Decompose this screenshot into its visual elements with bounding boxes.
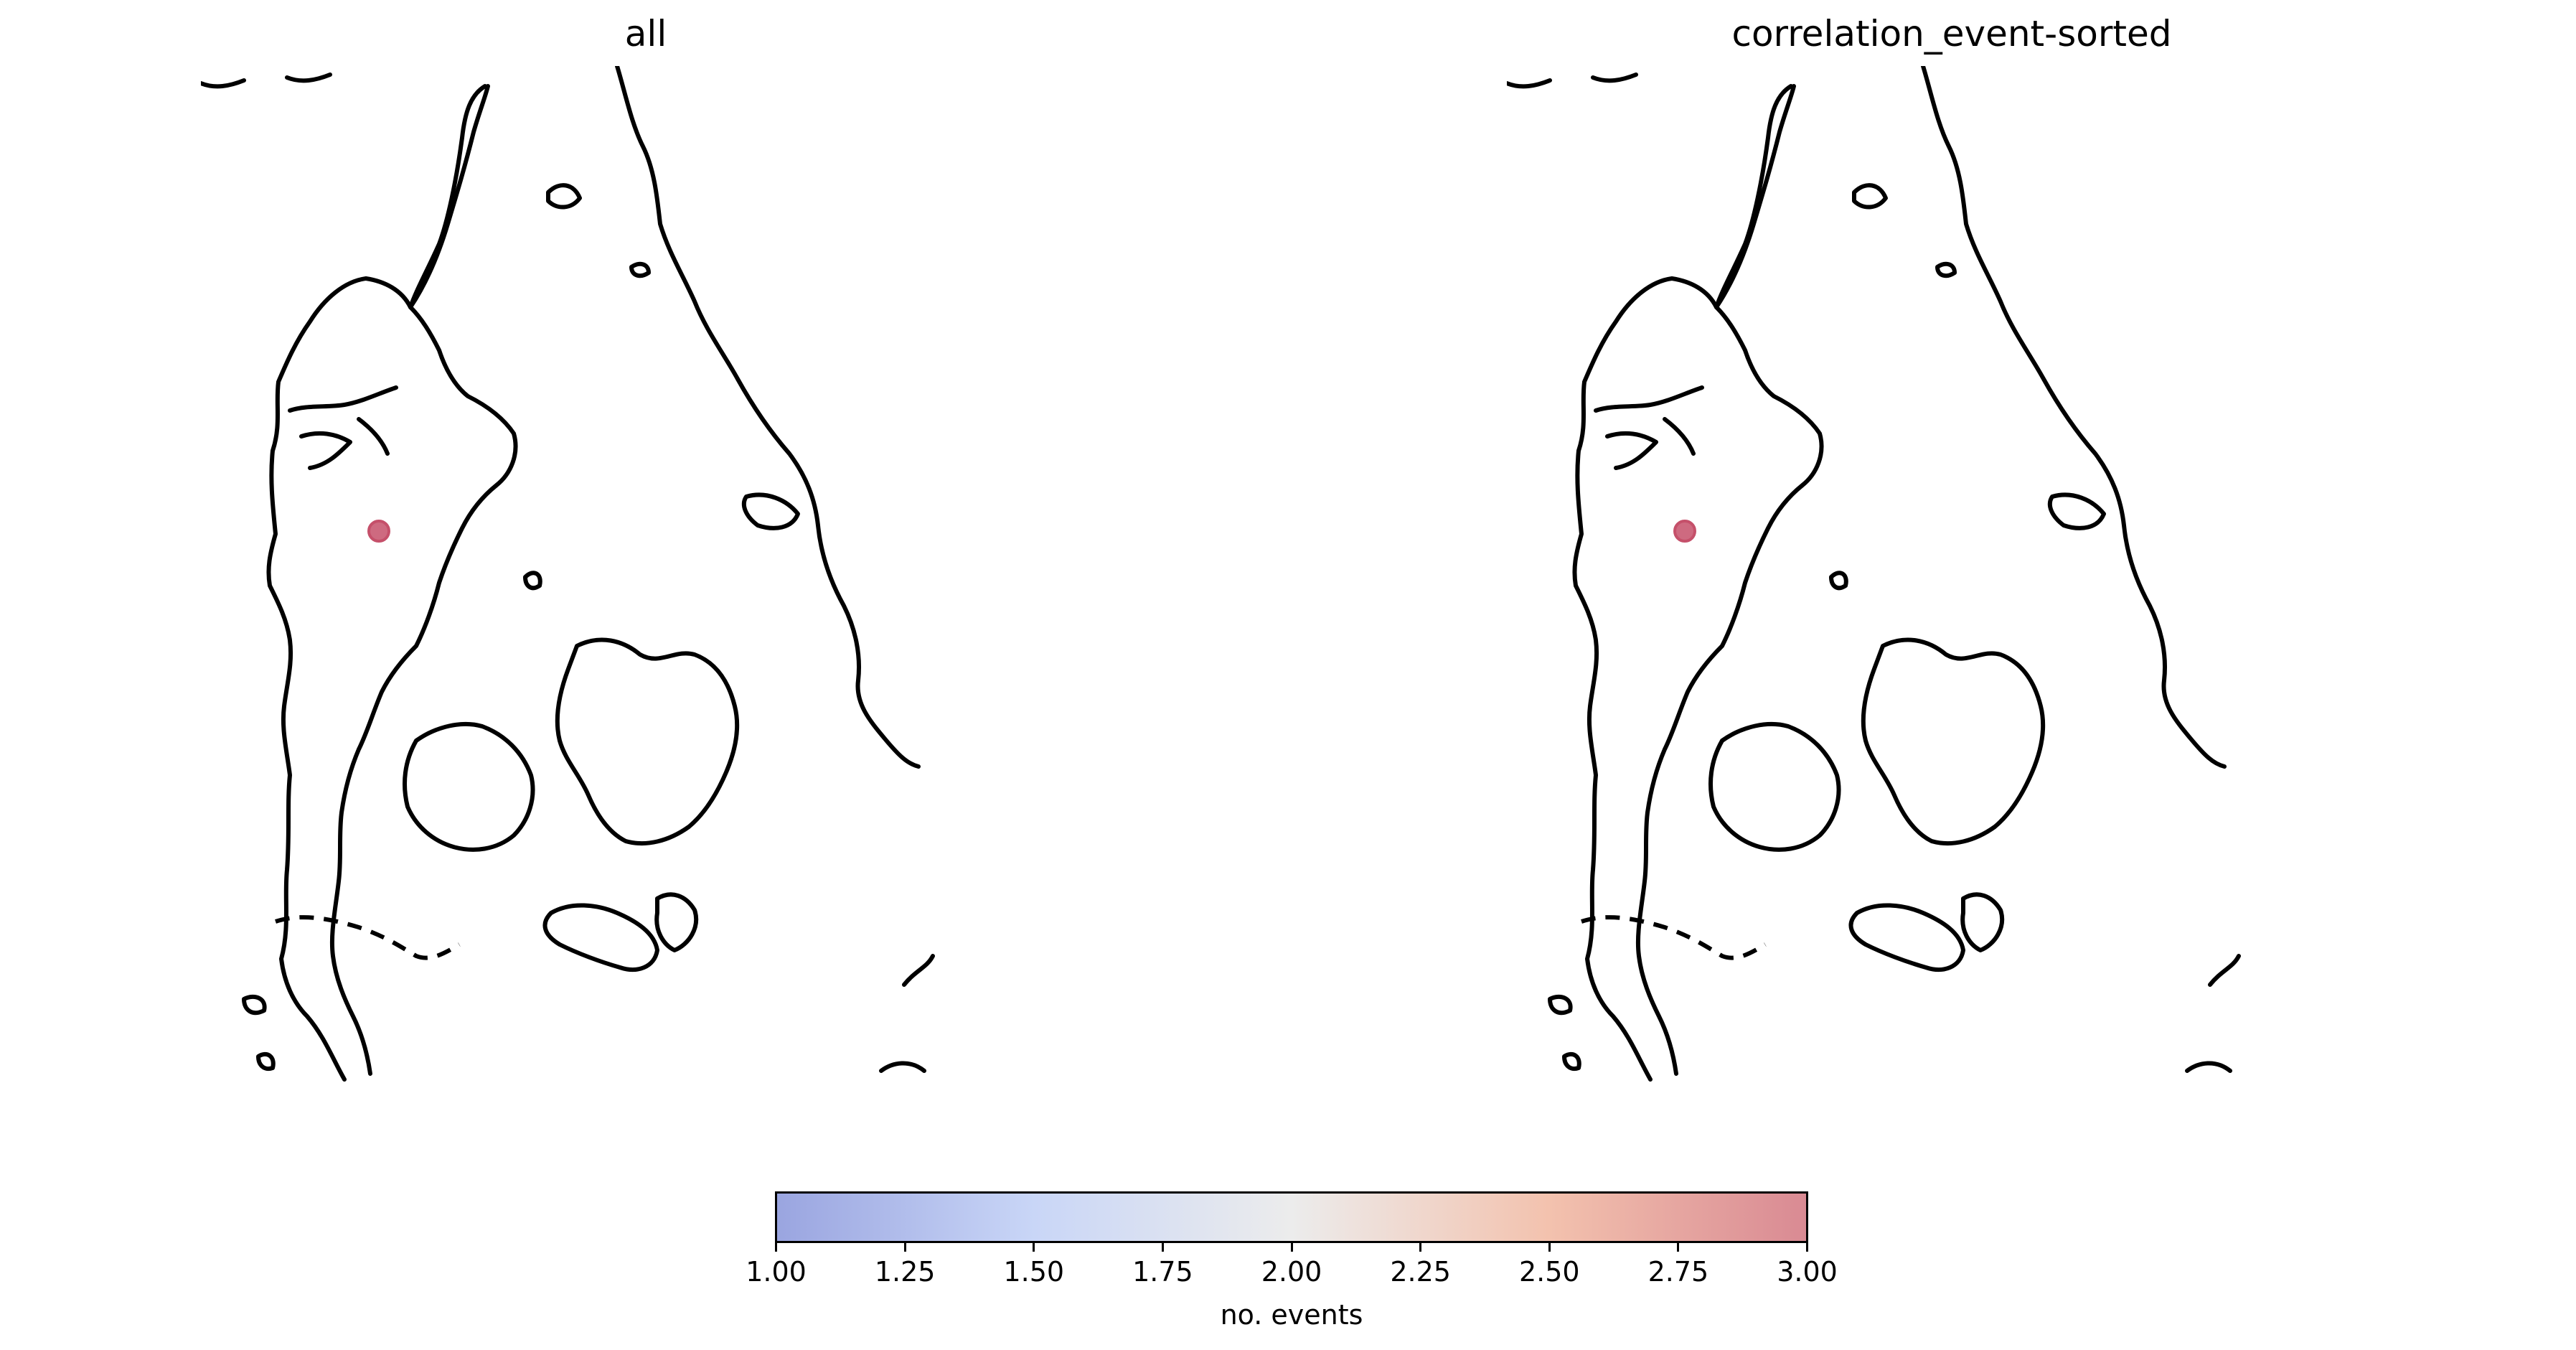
panel-title-correlation: correlation_event-sorted [1731,13,2172,55]
colorbar-gradient [775,1191,1808,1243]
colorbar-tick-label: 2.00 [1261,1256,1322,1288]
colorbar-tick [903,1243,906,1252]
coastline-layer [1507,66,2241,1082]
colorbar: 1.00 1.25 1.50 1.75 2.00 2.25 2.50 2.75 3.00 no.… [746,1191,1838,1331]
colorbar-tick [775,1243,777,1252]
colorbar-tick-label: 1.50 [1003,1256,1065,1288]
colorbar-tick-label: 3.00 [1777,1256,1838,1288]
colorbar-tick [1033,1243,1035,1252]
colorbar-tick [1161,1243,1164,1252]
colorbar-label: no. events [1220,1299,1363,1331]
colorbar-tick-label: 2.25 [1390,1256,1451,1288]
colorbar-tick [1806,1243,1808,1252]
colorbar-tick [1677,1243,1680,1252]
colorbar-tick-label: 1.00 [746,1256,807,1288]
map-panel-all [201,66,935,1082]
colorbar-tick [1419,1243,1422,1252]
event-marker [367,520,390,543]
colorbar-tick [1548,1243,1551,1252]
colorbar-tick-label: 2.75 [1647,1256,1709,1288]
colorbar-tick-label: 2.50 [1518,1256,1580,1288]
colorbar-tick-label: 1.25 [874,1256,936,1288]
map-panel-correlation-event-sorted [1507,66,2241,1082]
event-marker [1673,520,1696,543]
germany-border [1581,915,1767,960]
germany-border [275,915,461,960]
coastline-layer [201,66,935,1082]
colorbar-tick-label: 1.75 [1132,1256,1193,1288]
panel-title-all: all [624,13,667,55]
colorbar-tick [1290,1243,1293,1252]
